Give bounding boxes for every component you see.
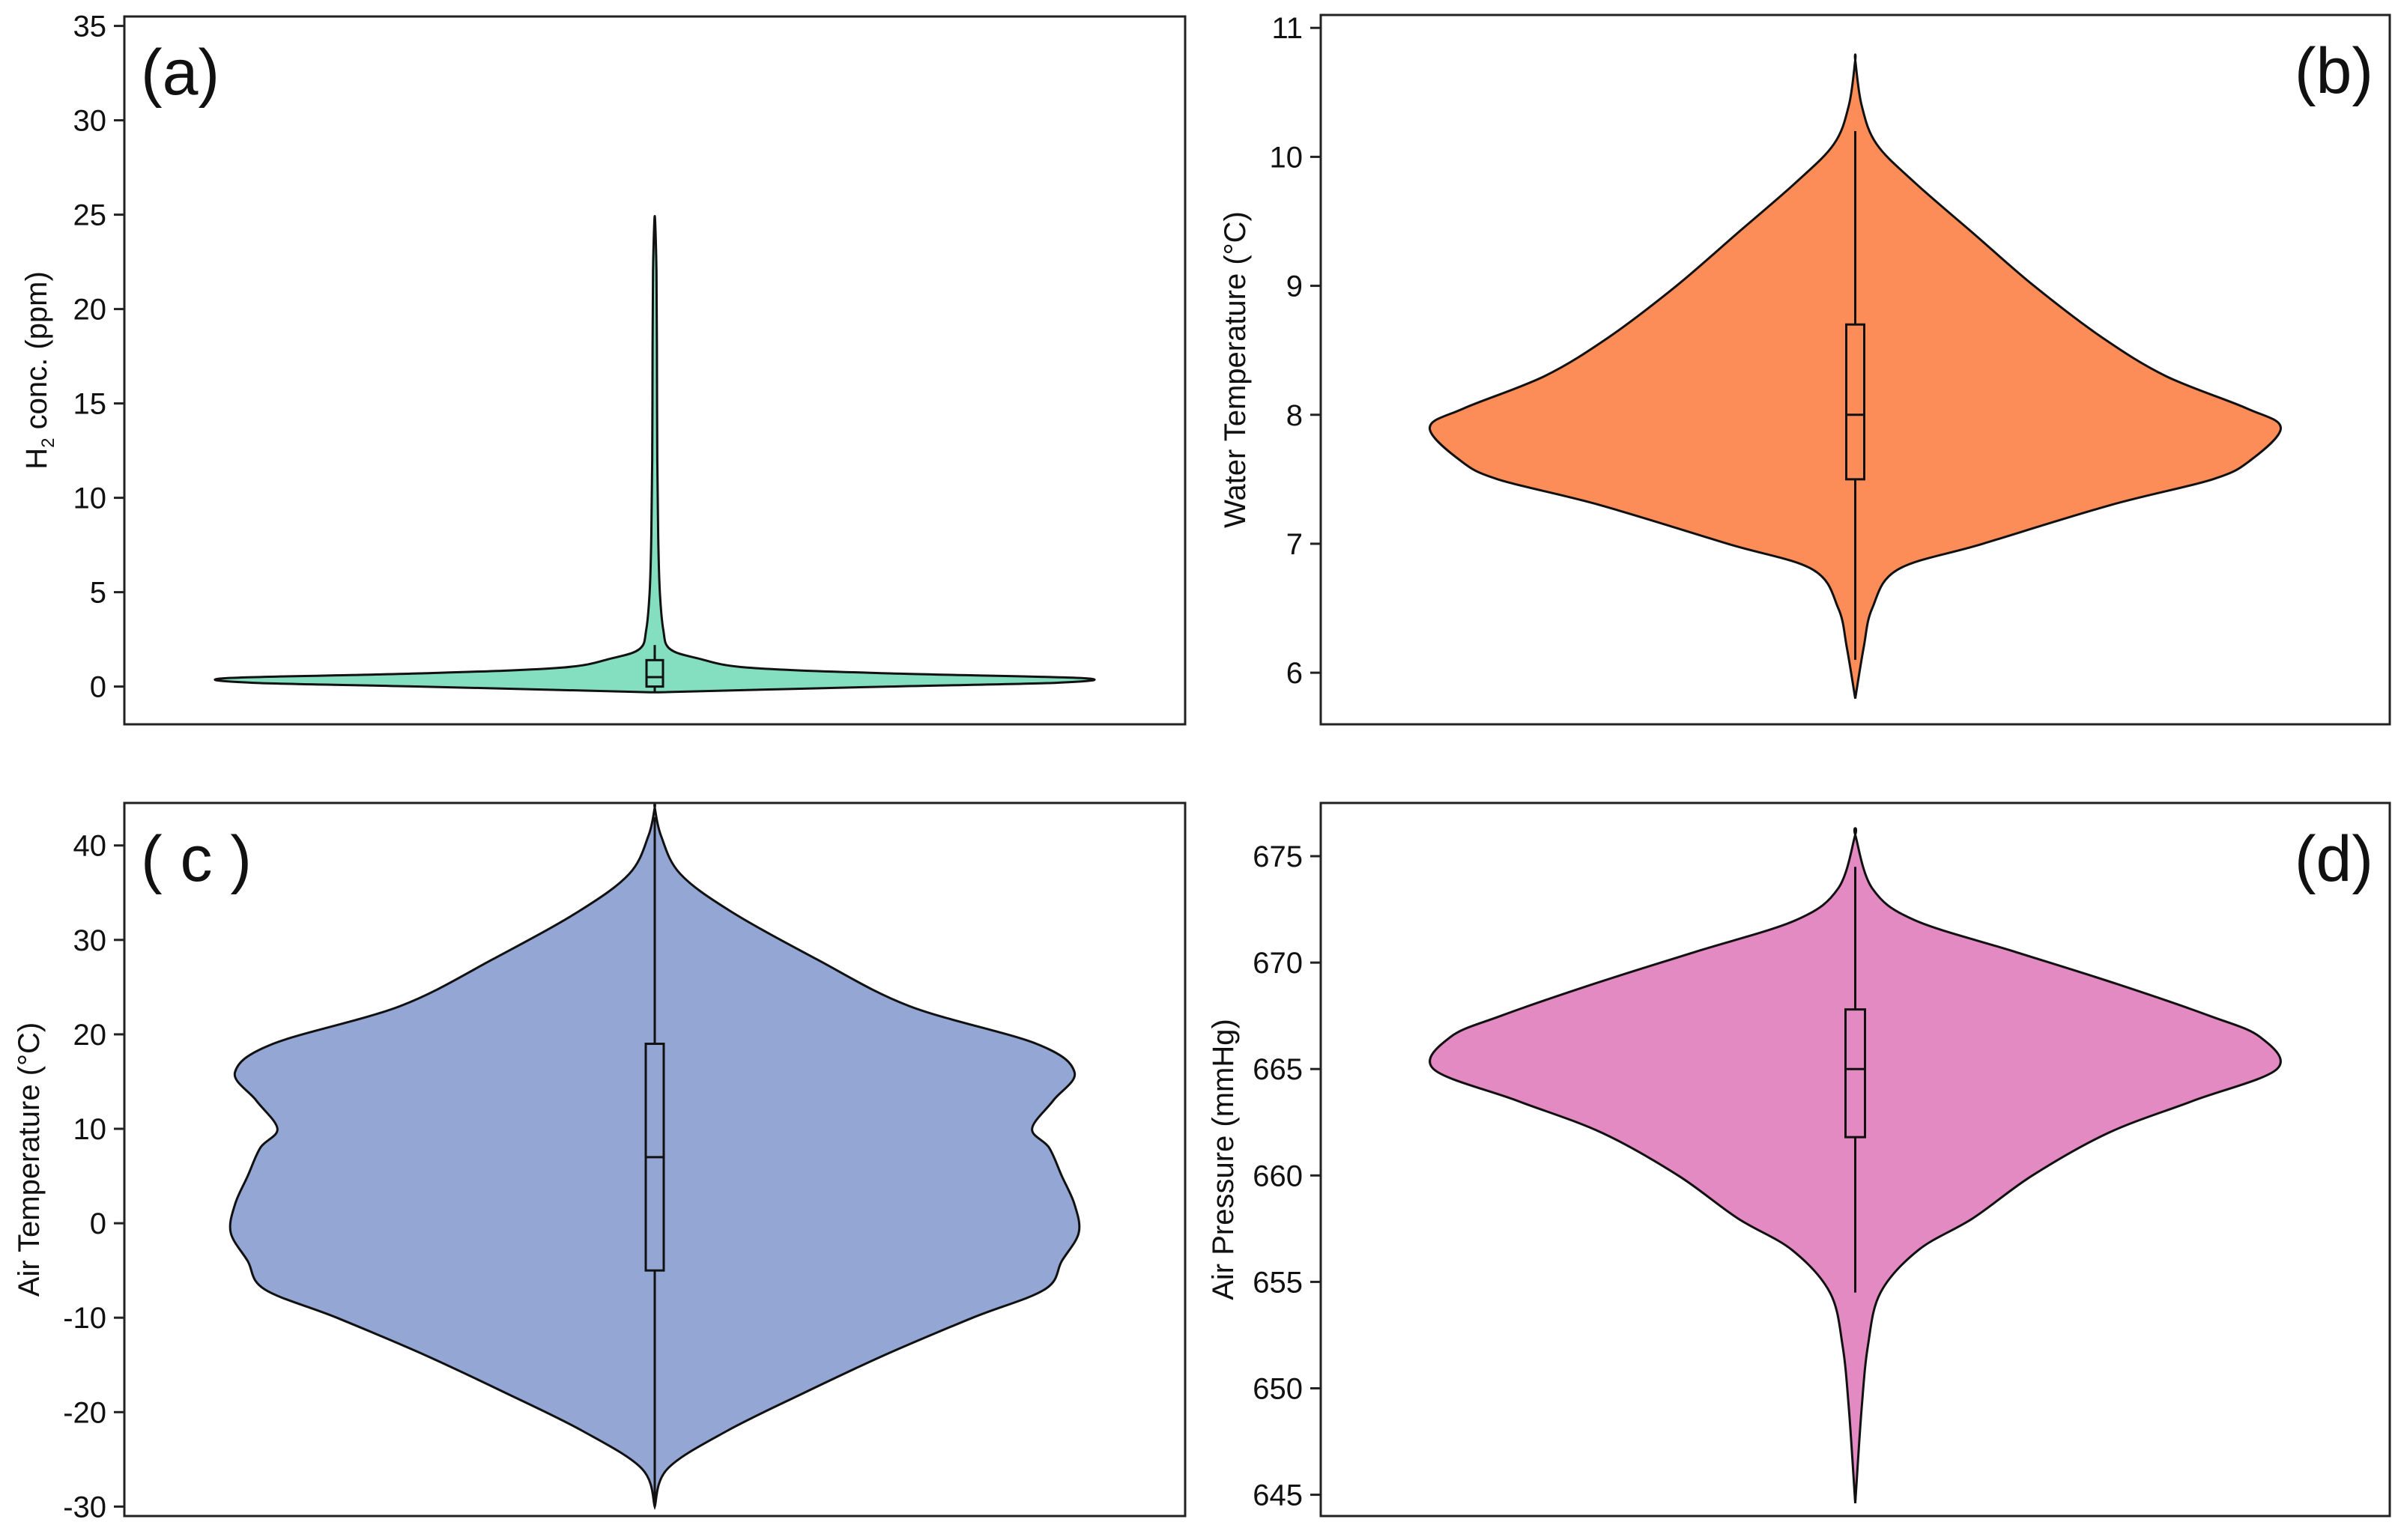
- y-tick-label: 645: [1253, 1479, 1303, 1512]
- y-tick-label: -30: [63, 1491, 106, 1524]
- panel-label: (a): [141, 37, 219, 109]
- y-tick-label: 670: [1253, 947, 1303, 980]
- y-tick-label: 7: [1286, 528, 1303, 561]
- y-tick-label: 8: [1286, 399, 1303, 432]
- y-tick-label: -20: [63, 1396, 106, 1429]
- y-axis-title: Air Pressure (mmHg): [1207, 1019, 1240, 1300]
- y-tick-label: 20: [73, 1019, 107, 1052]
- panel-label: (d): [2295, 823, 2373, 895]
- panel-0: 0 5 10 15 20 25 30 35 H2 conc. (ppm) (a): [20, 10, 1187, 726]
- plot-frame: [1319, 801, 2391, 1518]
- y-tick-label: 0: [90, 1207, 106, 1240]
- y-axis-title: Air Temperature (°C): [13, 1022, 46, 1297]
- y-tick-label: 40: [73, 830, 107, 863]
- y-tick-label: 660: [1253, 1159, 1303, 1192]
- y-tick-label: 650: [1253, 1372, 1303, 1405]
- panel-2: -30 -20 -10 0 10 20 30 40 Air Temperature (°C) ( …: [13, 801, 1187, 1524]
- iqr-box: [645, 658, 664, 688]
- y-tick-label: 35: [73, 10, 107, 43]
- y-axis-title: H2 conc. (ppm): [20, 271, 58, 470]
- y-tick-label: 655: [1253, 1266, 1303, 1299]
- plot-frame: [123, 801, 1187, 1518]
- iqr-box: [1844, 1008, 1866, 1139]
- y-tick-label: -10: [63, 1302, 106, 1335]
- violin-body: [228, 803, 1081, 1511]
- y-tick-label: 10: [73, 1113, 107, 1146]
- y-tick-label: 665: [1253, 1053, 1303, 1086]
- plot-frame: [1319, 13, 2391, 726]
- y-tick-label: 0: [90, 671, 106, 704]
- panel-label: ( c ): [141, 823, 252, 895]
- y-tick-label: 15: [73, 388, 107, 421]
- y-tick-label: 30: [73, 924, 107, 957]
- violin-body: [1429, 53, 2282, 699]
- violin-body: [214, 215, 1096, 694]
- y-tick-label: 10: [73, 482, 107, 515]
- panel-1: 6 7 8 9 10 11 Water Temperature (°C) (b): [1219, 12, 2391, 726]
- y-tick-label: 20: [73, 294, 107, 327]
- y-tick-label: 5: [90, 577, 106, 610]
- panel-3: 645 650 655 660 665 670 675 Air Pressure (mmHg)…: [1207, 801, 2391, 1518]
- y-axis-title: Water Temperature (°C): [1219, 211, 1252, 528]
- iqr-box: [1845, 323, 1865, 481]
- y-tick-label: 6: [1286, 657, 1303, 690]
- y-tick-label: 9: [1286, 270, 1303, 303]
- plot-frame: [123, 15, 1187, 726]
- y-tick-label: 10: [1270, 141, 1304, 174]
- y-tick-label: 25: [73, 199, 107, 232]
- y-tick-label: 11: [1271, 12, 1303, 45]
- y-tick-label: 30: [73, 105, 107, 138]
- y-tick-label: 675: [1253, 840, 1303, 873]
- panel-label: (b): [2295, 35, 2373, 107]
